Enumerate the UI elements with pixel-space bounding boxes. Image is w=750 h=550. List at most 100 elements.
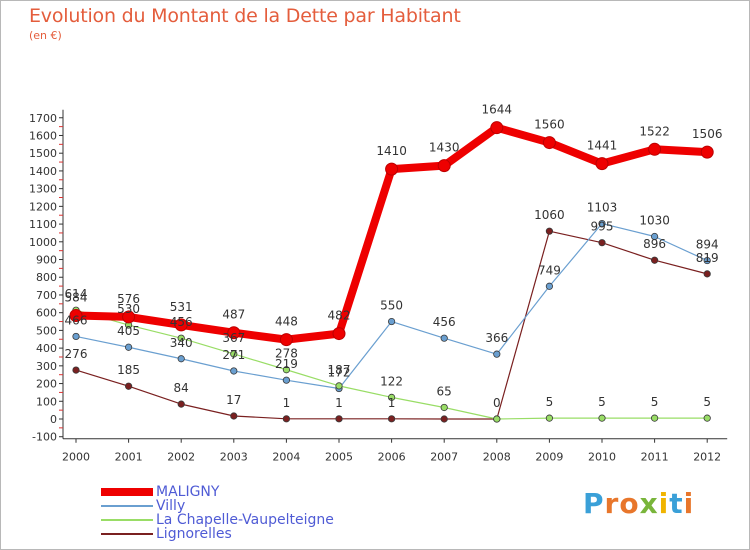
data-label-villy: 366 xyxy=(485,331,508,345)
data-point-villy xyxy=(282,376,290,384)
logo-letter: P xyxy=(583,487,605,520)
data-label-maligny: 1522 xyxy=(639,124,670,138)
data-label-lignorelles: 185 xyxy=(117,363,140,377)
data-point-la-chapelle-vaupelteigne xyxy=(598,414,606,422)
data-label-la-chapelle-vaupelteigne: 456 xyxy=(170,315,193,329)
data-label-lignorelles: 0 xyxy=(493,396,501,410)
legend-label: Villy xyxy=(156,498,186,514)
data-label-lignorelles: 276 xyxy=(65,347,88,361)
data-point-la-chapelle-vaupelteigne xyxy=(335,382,343,390)
proxiti-logo: Proxiti xyxy=(583,487,694,520)
data-label-maligny: 1430 xyxy=(429,141,460,155)
legend-label: MALIGNY xyxy=(156,484,220,500)
data-label-maligny: 584 xyxy=(65,291,88,305)
data-label-maligny: 1560 xyxy=(534,118,565,132)
data-point-maligny xyxy=(279,333,293,347)
data-label-maligny: 1441 xyxy=(587,139,618,153)
data-point-la-chapelle-vaupelteigne xyxy=(230,350,238,358)
data-label-la-chapelle-vaupelteigne: 530 xyxy=(117,302,140,316)
data-label-la-chapelle-vaupelteigne: 278 xyxy=(275,347,298,361)
data-label-la-chapelle-vaupelteigne: 614 xyxy=(65,287,88,301)
legend-label: Lignorelles xyxy=(156,526,232,542)
data-point-maligny xyxy=(648,142,662,156)
data-label-maligny: 576 xyxy=(117,292,140,306)
data-point-lignorelles xyxy=(650,256,659,264)
y-tick-label: 1100 xyxy=(29,218,57,231)
data-point-maligny xyxy=(595,157,609,171)
data-point-la-chapelle-vaupelteigne xyxy=(703,414,711,422)
data-label-lignorelles: 995 xyxy=(591,220,614,234)
data-point-lignorelles xyxy=(125,382,133,390)
logo-letter: i xyxy=(658,487,670,520)
data-label-la-chapelle-vaupelteigne: 367 xyxy=(222,331,245,345)
data-point-maligny xyxy=(227,326,241,340)
data-point-villy xyxy=(545,282,554,290)
y-tick-label: 900 xyxy=(36,254,57,267)
y-unit-label: (en €) xyxy=(29,29,62,42)
data-point-villy xyxy=(230,367,238,375)
x-tick-label: 2011 xyxy=(641,451,669,464)
data-point-lignorelles xyxy=(703,270,711,278)
data-point-maligny xyxy=(700,145,714,159)
y-tick-label: 700 xyxy=(36,289,57,302)
data-label-la-chapelle-vaupelteigne: 5 xyxy=(546,395,554,409)
data-point-maligny xyxy=(490,121,504,135)
data-label-villy: 340 xyxy=(170,336,193,350)
y-tick-label: 800 xyxy=(36,271,57,284)
line-chart: -100 0 100 200 300 400 500 600 700 800 900 1000 1100… xyxy=(29,103,728,464)
data-point-villy xyxy=(125,343,133,351)
y-tick-label: 1200 xyxy=(29,200,57,213)
data-point-lignorelles xyxy=(72,366,80,374)
y-tick-label: 500 xyxy=(36,324,57,337)
x-tick-label: 2008 xyxy=(483,451,511,464)
data-point-la-chapelle-vaupelteigne xyxy=(282,366,290,374)
data-point-lignorelles xyxy=(335,415,343,423)
legend-swatch xyxy=(101,505,153,507)
legend-swatch xyxy=(101,519,153,521)
data-point-maligny xyxy=(332,327,346,341)
y-tick-label: 1300 xyxy=(29,183,57,196)
data-label-la-chapelle-vaupelteigne: 5 xyxy=(598,395,606,409)
data-label-villy: 1103 xyxy=(587,201,618,215)
data-label-maligny: 531 xyxy=(170,300,193,314)
data-point-la-chapelle-vaupelteigne xyxy=(440,403,448,412)
data-label-maligny: 487 xyxy=(222,308,245,322)
data-label-la-chapelle-vaupelteigne: 65 xyxy=(437,384,452,398)
data-point-maligny xyxy=(122,310,136,324)
x-tick-label: 2002 xyxy=(167,451,195,464)
data-label-lignorelles: 84 xyxy=(174,381,189,395)
data-label-villy: 271 xyxy=(222,348,245,362)
x-tick-label: 2010 xyxy=(588,451,616,464)
y-tick-label: 1400 xyxy=(29,165,57,178)
y-tick-label: 1000 xyxy=(29,236,57,249)
logo-letter: x xyxy=(639,487,659,520)
data-point-lignorelles xyxy=(440,415,448,423)
x-tick-label: 2003 xyxy=(220,451,248,464)
y-tick-label: 400 xyxy=(36,342,57,355)
y-tick-label: 100 xyxy=(36,395,57,408)
data-label-villy: 219 xyxy=(275,357,298,371)
x-tick-label: 2007 xyxy=(430,451,458,464)
data-point-villy xyxy=(703,256,711,265)
logo-letter: i xyxy=(683,487,695,520)
data-label-villy: 405 xyxy=(117,324,140,338)
data-point-lignorelles xyxy=(387,415,396,423)
data-point-la-chapelle-vaupelteigne xyxy=(493,415,501,423)
data-label-maligny: 482 xyxy=(328,309,351,323)
data-point-lignorelles xyxy=(598,239,606,247)
data-label-la-chapelle-vaupelteigne: 187 xyxy=(328,363,351,377)
data-point-la-chapelle-vaupelteigne xyxy=(650,414,659,422)
data-point-villy xyxy=(387,317,396,326)
data-label-lignorelles: 896 xyxy=(643,237,666,251)
data-label-villy: 749 xyxy=(538,263,561,277)
data-point-maligny xyxy=(437,159,451,173)
legend-swatch xyxy=(101,488,153,496)
data-point-lignorelles xyxy=(230,412,238,420)
data-point-villy xyxy=(650,232,659,241)
data-label-lignorelles: 17 xyxy=(226,393,241,407)
data-point-lignorelles xyxy=(545,227,554,235)
x-tick-label: 2012 xyxy=(693,451,721,464)
x-tick-label: 2004 xyxy=(272,451,300,464)
y-tick-label: 1700 xyxy=(29,112,57,125)
